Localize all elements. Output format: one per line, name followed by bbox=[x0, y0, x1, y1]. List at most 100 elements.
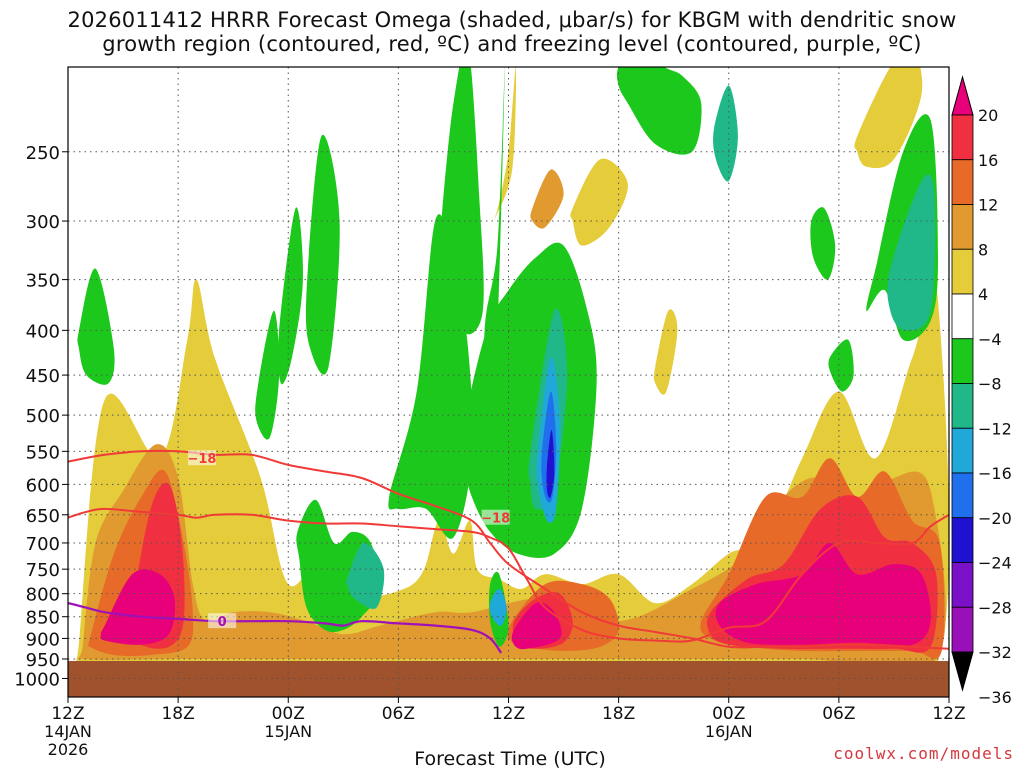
colorbar-label-3: 8 bbox=[978, 240, 988, 259]
colorbar-label-5: −4 bbox=[978, 330, 1002, 349]
y-tick-label-350: 350 bbox=[26, 271, 60, 292]
contour-label-bg-1 bbox=[481, 509, 510, 525]
y-tick-label-400: 400 bbox=[26, 321, 60, 342]
omega-region-27 bbox=[810, 207, 836, 280]
colorbar-swatch-4 bbox=[951, 248, 974, 295]
omega-region-7 bbox=[511, 602, 562, 650]
contour-label-bg-2 bbox=[208, 613, 237, 629]
y-axis: 2503003504004505005506006507007508008509… bbox=[14, 143, 68, 690]
colorbar-label-10: −24 bbox=[978, 554, 1012, 573]
x-axis-label: Forecast Time (UTC) bbox=[414, 748, 605, 768]
colorbar-label-2: 12 bbox=[978, 196, 998, 215]
omega-region-28 bbox=[828, 339, 854, 392]
omega-shading bbox=[73, 67, 949, 688]
colorbar-label-7: −12 bbox=[978, 419, 1012, 438]
title-line-2: growth region (contoured, red, ºC) and f… bbox=[102, 32, 922, 56]
colorbar: 20 16 12 8 4 −4 −8 −12 −16 −20 −24 −28 −32 −36 bbox=[951, 75, 1012, 707]
omega-region-15 bbox=[530, 169, 564, 229]
contour-labels: −18 −18 0 bbox=[187, 450, 510, 630]
omega-region-26 bbox=[616, 67, 702, 155]
y-tick-label-450: 450 bbox=[26, 366, 60, 387]
x-tick-label-0: 12Z bbox=[51, 704, 84, 724]
contour-label-0: −18 bbox=[187, 452, 216, 467]
colorbar-label-12: −32 bbox=[978, 643, 1012, 662]
colorbar-swatch-7 bbox=[951, 383, 974, 429]
x-year-label-0: 2026 bbox=[48, 740, 89, 759]
omega-region-33 bbox=[887, 174, 936, 331]
y-tick-label-500: 500 bbox=[26, 406, 60, 427]
credit-text: coolwx.com/models bbox=[833, 744, 1014, 763]
colorbar-label-8: −16 bbox=[978, 464, 1012, 483]
dgz-contour-0 bbox=[68, 449, 949, 650]
x-date-label-0: 14JAN bbox=[44, 722, 92, 741]
colorbar-swatch-6 bbox=[951, 338, 974, 384]
colorbar-top-arrow bbox=[951, 75, 974, 116]
x-tick-label-4: 12Z bbox=[492, 704, 525, 724]
omega-region-14 bbox=[854, 67, 923, 169]
colorbar-label-4: 4 bbox=[978, 285, 988, 304]
omega-region-10 bbox=[715, 543, 931, 646]
y-tick-label-600: 600 bbox=[26, 475, 60, 496]
omega-region-30 bbox=[345, 542, 385, 609]
contour-label-2: 0 bbox=[218, 615, 227, 630]
omega-region-16 bbox=[77, 268, 115, 385]
omega-region-4 bbox=[100, 569, 176, 645]
x-tick-label-2: 00Z bbox=[272, 704, 305, 724]
colorbar-label-11: −28 bbox=[978, 598, 1012, 617]
x-tick-label-6: 00Z bbox=[712, 704, 745, 724]
colorbar-label-9: −20 bbox=[978, 509, 1012, 528]
colorbar-swatch-2 bbox=[951, 159, 974, 205]
colorbar-swatch-3 bbox=[951, 204, 974, 250]
omega-region-35 bbox=[489, 588, 507, 626]
omega-region-13 bbox=[653, 309, 678, 395]
omega-region-24 bbox=[460, 242, 597, 558]
y-tick-label-300: 300 bbox=[26, 212, 60, 233]
y-tick-label-700: 700 bbox=[26, 534, 60, 555]
colorbar-label-0: 20 bbox=[978, 106, 998, 125]
x-tick-label-5: 18Z bbox=[602, 704, 635, 724]
colorbar-swatch-8 bbox=[951, 427, 974, 474]
y-tick-label-250: 250 bbox=[26, 143, 60, 164]
colorbar-label-13: −36 bbox=[978, 688, 1012, 707]
omega-region-18 bbox=[277, 207, 303, 385]
colorbar-swatch-5 bbox=[951, 293, 974, 340]
omega-region-11 bbox=[492, 67, 517, 226]
colorbar-label-6: −8 bbox=[978, 375, 1002, 394]
y-tick-label-750: 750 bbox=[26, 560, 60, 581]
y-tick-label-1000: 1000 bbox=[14, 669, 60, 690]
title-line-1: 2026011412 HRRR Forecast Omega (shaded, … bbox=[67, 8, 957, 32]
y-tick-label-650: 650 bbox=[26, 506, 60, 527]
y-tick-label-950: 950 bbox=[26, 650, 60, 671]
omega-region-19 bbox=[305, 134, 340, 375]
contour-label-1: −18 bbox=[481, 512, 510, 527]
y-tick-label-850: 850 bbox=[26, 608, 60, 629]
omega-region-37 bbox=[546, 429, 555, 498]
x-tick-label-7: 06Z bbox=[822, 704, 855, 724]
colorbar-swatch-10 bbox=[951, 517, 974, 563]
omega-region-21 bbox=[388, 214, 473, 539]
omega-region-32 bbox=[713, 85, 738, 182]
colorbar-swatch-11 bbox=[951, 562, 974, 608]
y-tick-label-550: 550 bbox=[26, 442, 60, 463]
chart-title: 2026011412 HRRR Forecast Omega (shaded, … bbox=[0, 8, 1024, 56]
contour-lines bbox=[68, 449, 949, 654]
colorbar-label-1: 16 bbox=[978, 151, 998, 170]
x-tick-label-1: 18Z bbox=[161, 704, 194, 724]
omega-region-12 bbox=[570, 158, 628, 246]
contour-label-bg-0 bbox=[187, 450, 216, 466]
y-tick-label-800: 800 bbox=[26, 585, 60, 606]
colorbar-swatch-9 bbox=[951, 472, 974, 519]
dgz-contour-1 bbox=[68, 507, 949, 643]
colorbar-swatch-12 bbox=[951, 606, 974, 653]
omega-region-22 bbox=[441, 67, 484, 335]
y-tick-label-900: 900 bbox=[26, 629, 60, 650]
freezing-level-contour bbox=[68, 602, 503, 654]
x-date-label-6: 16JAN bbox=[705, 722, 753, 741]
x-tick-label-3: 06Z bbox=[382, 704, 415, 724]
colorbar-bottom-arrow bbox=[951, 651, 974, 692]
x-date-label-2: 15JAN bbox=[264, 722, 312, 741]
x-tick-label-8: 12Z bbox=[932, 704, 965, 724]
colorbar-swatch-1 bbox=[951, 114, 974, 161]
